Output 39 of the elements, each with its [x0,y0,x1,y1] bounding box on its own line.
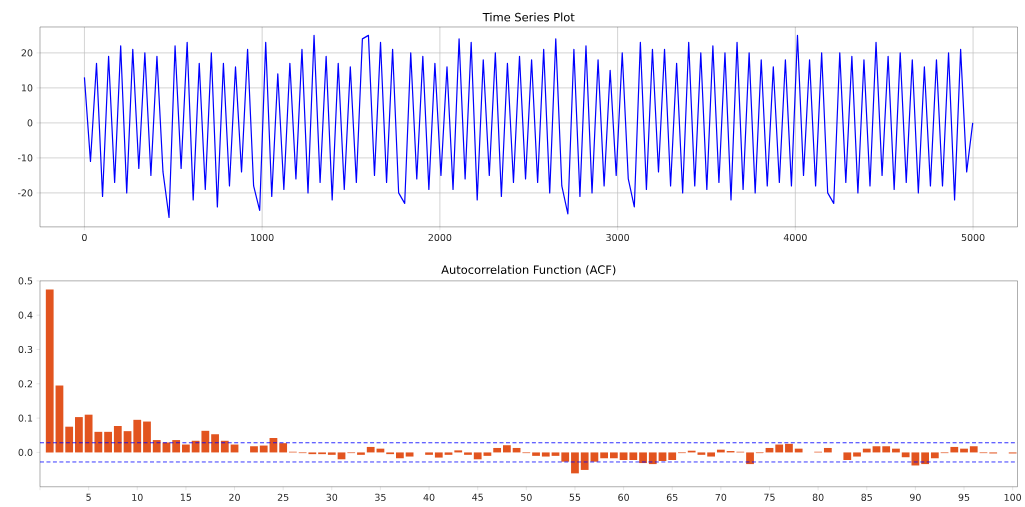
x-tick-label: 85 [861,493,872,502]
y-tick-label: -10 [17,154,33,162]
x-tick-label: 95 [958,493,970,502]
x-tick-label: 15 [180,493,192,501]
x-tick-label: 90 [909,493,921,502]
y-tick-label: -20 [17,189,33,197]
y-tick-label: 0.0 [18,448,33,457]
x-tick-label: 35 [375,493,386,502]
x-tick-label: 25 [277,493,289,502]
x-tick-label: 50 [521,493,532,502]
x-tick-label: 20 [229,493,240,502]
x-tick-label: 3000 [606,234,630,242]
x-tick-label: 75 [764,493,775,501]
x-tick-label: 0 [82,234,87,242]
y-tick-label: 0.4 [18,311,33,319]
x-tick-label: 10 [132,493,143,502]
x-tick-label: 60 [618,493,629,502]
x-tick-label: 4000 [783,234,807,242]
y-tick-label: 0.1 [18,414,33,422]
x-tick-label: 70 [715,493,727,502]
y-tick-label: 0 [27,119,33,127]
y-tick-label: 20 [21,49,33,57]
x-tick-label: 65 [666,493,678,502]
chart-title: Autocorrelation Function (ACF) [441,265,616,276]
x-tick-label: 55 [569,493,581,501]
x-tick-label: 80 [812,493,824,502]
y-tick-label: 0.5 [18,277,33,285]
y-tick-label: 0.2 [18,380,33,388]
x-tick-label: 5000 [961,234,985,242]
x-tick-label: 45 [472,493,483,501]
x-tick-label: 1000 [251,234,274,242]
y-tick-label: 10 [21,84,33,92]
chart-title: Time Series Plot [482,12,575,22]
x-tick-label: 5 [86,493,91,501]
x-tick-label: 40 [423,493,435,502]
x-tick-label: 30 [326,493,338,502]
y-tick-label: 0.3 [18,346,33,354]
x-tick-label: 100 [1004,493,1022,502]
x-tick-label: 2000 [428,234,452,242]
